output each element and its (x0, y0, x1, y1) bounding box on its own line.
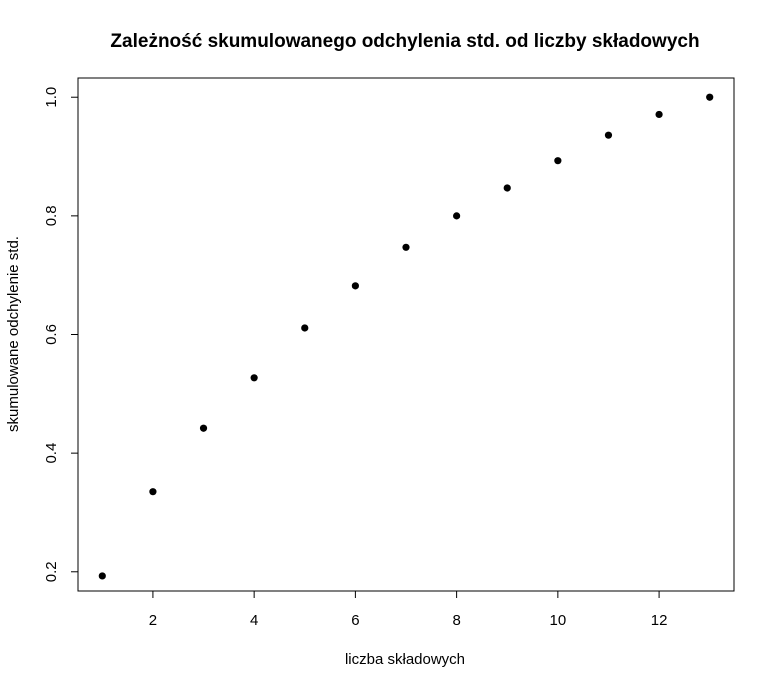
data-point-5 (301, 324, 309, 332)
data-point-8 (453, 212, 461, 220)
x-tick-label-2: 6 (351, 612, 359, 629)
data-point-1 (98, 572, 106, 580)
y-tick-label-3: 0.8 (43, 205, 60, 226)
x-tick-label-0: 2 (149, 612, 157, 629)
x-tick-label-1: 4 (250, 612, 258, 629)
x-tick-label-3: 8 (452, 612, 460, 629)
x-axis-label: liczba składowych (345, 651, 465, 668)
y-axis-label: skumulowane odchylenie std. (5, 236, 22, 432)
y-tick-label-0: 0.2 (43, 561, 60, 582)
y-tick-label-2: 0.6 (43, 324, 60, 345)
chart-title: Zależność skumulowanego odchylenia std. … (110, 31, 699, 52)
data-point-2 (149, 488, 157, 496)
data-point-6 (351, 282, 359, 290)
x-axis: 2 4 6 8 10 12 (149, 591, 668, 629)
data-point-9 (503, 184, 511, 192)
y-axis: 0.2 0.4 0.6 0.8 1.0 (43, 87, 78, 582)
data-point-3 (199, 424, 208, 432)
data-point-13 (706, 93, 714, 101)
y-tick-label-4: 1.0 (43, 87, 60, 108)
y-tick-label-1: 0.4 (43, 443, 60, 464)
data-point-12 (655, 110, 663, 119)
plot-area-frame (77, 77, 735, 592)
data-point-7 (402, 243, 410, 251)
data-points (98, 93, 714, 580)
x-tick-label-4: 10 (550, 612, 567, 629)
data-point-10 (554, 157, 562, 165)
x-tick-label-5: 12 (651, 612, 668, 629)
data-point-11 (604, 131, 613, 139)
data-point-4 (250, 374, 258, 382)
